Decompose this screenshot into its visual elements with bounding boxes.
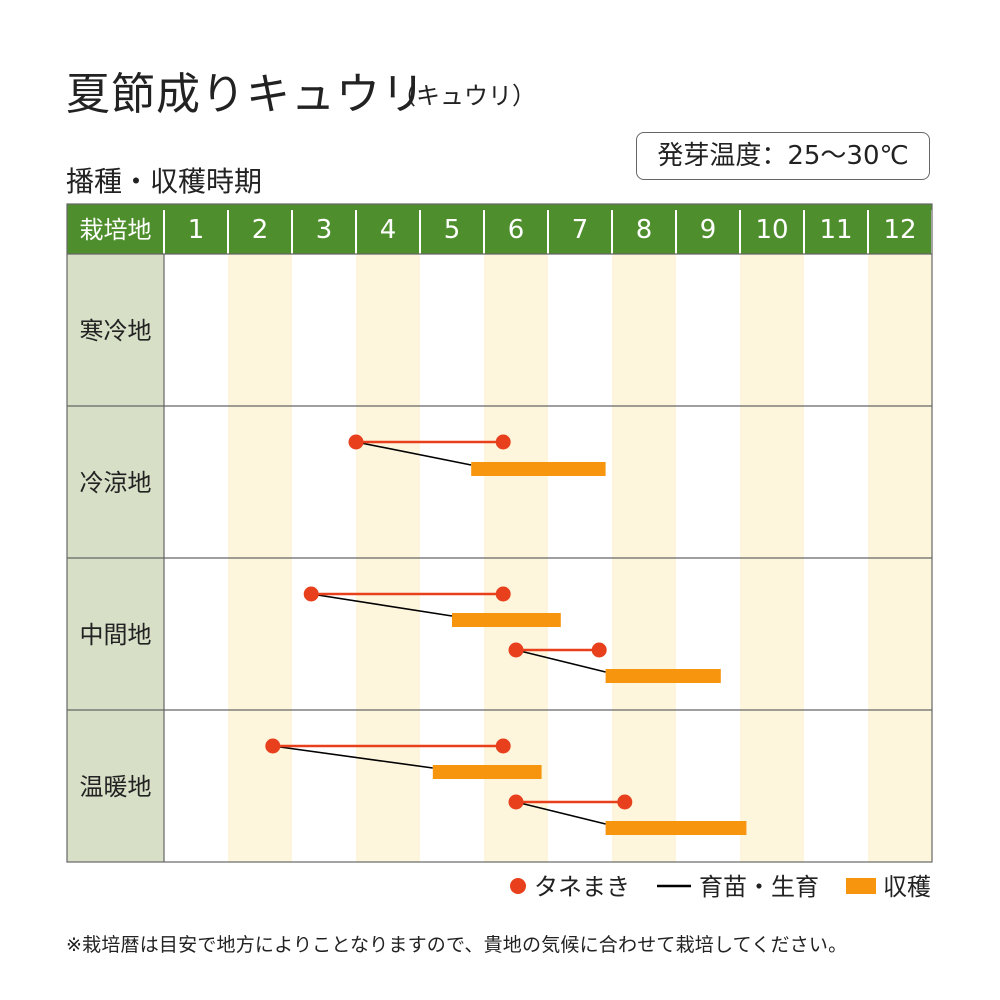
sowing-start-dot [508,794,524,810]
month-label-9: 9 [700,215,717,245]
month-label-12: 12 [883,215,916,245]
month-label-10: 10 [755,215,788,245]
growth-line [272,745,433,769]
sowing-start-dot [508,642,524,658]
month-label-8: 8 [636,215,653,245]
growth-line [311,593,453,617]
page-subtitle: （キュウリ） [392,82,536,110]
legend-harvest-label: 収穫 [883,873,931,901]
legend-harvest-marker [846,878,876,894]
header-label: 栽培地 [80,216,152,244]
region-label: 温暖地 [80,773,152,801]
section-heading: 播種・収穫時期 [66,165,263,198]
legend-sowing-marker [510,878,526,894]
germination-temp-box: 発芽温度：25～30℃ [636,132,930,180]
month-label-6: 6 [508,215,525,245]
sowing-start-dot [265,738,281,754]
month-label-5: 5 [444,215,461,245]
page-title: 夏節成りキュウリ [66,69,426,120]
sowing-end-dot [495,434,511,450]
growth-line [515,801,606,825]
sowing-end-dot [591,642,607,658]
header-row [67,204,932,254]
sowing-start-dot [303,586,319,602]
month-label-1: 1 [188,215,205,245]
region-label: 寒冷地 [80,317,152,345]
growth-line [355,441,472,466]
month-label-4: 4 [380,215,397,245]
sowing-end-dot [495,586,511,602]
month-label-11: 11 [819,215,852,245]
chart-border [66,203,933,863]
month-label-7: 7 [572,215,589,245]
harvest-bar [605,669,721,683]
footnote: ※栽培暦は目安で地方によりことなりますので、貴地の気候に合わせて栽培してください… [66,934,848,956]
month-label-2: 2 [252,215,269,245]
harvest-bar [452,613,561,627]
sowing-start-dot [348,434,364,450]
growth-line [515,649,606,673]
harvest-bar [605,821,747,835]
sowing-end-dot [495,738,511,754]
harvest-bar [432,765,542,779]
sowing-end-dot [617,794,633,810]
region-label: 中間地 [80,621,152,649]
month-label-3: 3 [316,215,333,245]
harvest-bar [471,462,606,476]
region-label: 冷涼地 [80,469,152,497]
legend-growth-label: 育苗・生育 [699,873,819,901]
legend-sowing-label: タネまき [534,873,630,901]
